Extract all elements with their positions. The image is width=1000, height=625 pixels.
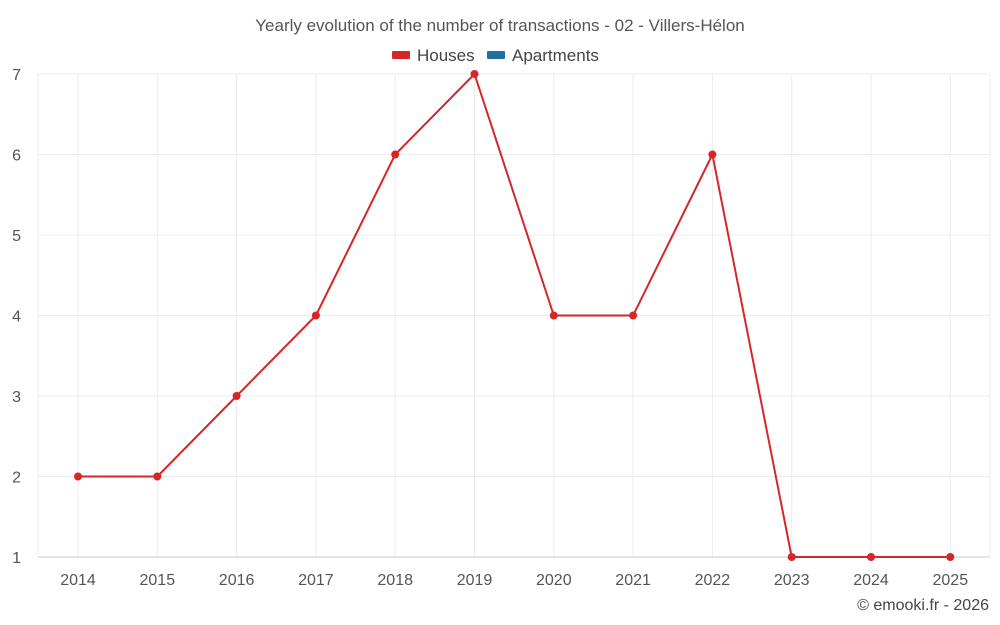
series-lines [78, 73, 951, 558]
x-tick-label: 2024 [853, 572, 889, 589]
x-tick-label: 2017 [298, 572, 334, 589]
y-tick-label: 3 [12, 389, 21, 406]
x-tick-label: 2023 [774, 572, 810, 589]
y-tick-label: 6 [12, 148, 21, 165]
x-tick-label: 2018 [377, 572, 413, 589]
y-tick-label: 4 [12, 309, 21, 326]
data-point[interactable] [311, 311, 320, 320]
data-point[interactable] [629, 311, 638, 320]
data-point[interactable] [708, 150, 717, 159]
x-tick-label: 2019 [457, 572, 493, 589]
chart-title: Yearly evolution of the number of transa… [255, 16, 744, 35]
x-tick-label: 2016 [219, 572, 255, 589]
legend-label-houses: Houses [417, 46, 475, 65]
x-tick-label: 2015 [140, 572, 176, 589]
legend-item-houses[interactable]: Houses [392, 46, 475, 65]
y-tick-label: 7 [12, 67, 21, 84]
legend[interactable]: Houses Apartments [392, 46, 599, 65]
y-tick-label: 2 [12, 470, 21, 487]
y-tick-label: 1 [12, 550, 21, 567]
x-tick-label: 2021 [615, 572, 651, 589]
data-point[interactable] [549, 311, 558, 320]
data-point[interactable] [232, 392, 241, 400]
data-point[interactable] [74, 472, 82, 481]
data-point[interactable] [470, 70, 479, 78]
legend-swatch-apartments [487, 51, 505, 59]
data-point[interactable] [153, 472, 162, 481]
grid [37, 73, 991, 557]
series-line-houses [78, 73, 951, 558]
data-point[interactable] [391, 150, 400, 159]
data-point[interactable] [787, 553, 796, 561]
legend-label-apartments: Apartments [512, 46, 599, 65]
y-tick-label: 5 [12, 228, 21, 245]
legend-swatch-houses [392, 51, 410, 59]
axes: 1 2 3 4 5 6 7 2014 2015 2016 2017 2018 2019 2020 2021 2… [12, 67, 990, 589]
x-tick-label: 2025 [933, 572, 969, 589]
x-tick-label: 2014 [60, 572, 96, 589]
legend-item-apartments[interactable]: Apartments [487, 46, 599, 65]
data-point[interactable] [946, 553, 955, 561]
x-tick-label: 2020 [536, 572, 572, 589]
data-points [74, 70, 955, 561]
data-point[interactable] [867, 553, 875, 561]
credit-text: © emooki.fr - 2026 [857, 597, 989, 614]
x-tick-label: 2022 [695, 572, 731, 589]
